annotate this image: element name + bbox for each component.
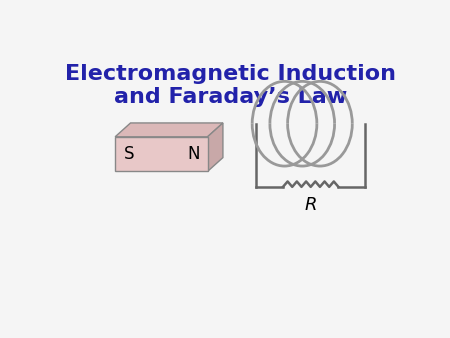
Polygon shape xyxy=(207,123,223,171)
Text: N: N xyxy=(187,145,200,163)
Text: and Faraday’s Law: and Faraday’s Law xyxy=(114,87,347,107)
Text: Electromagnetic Induction: Electromagnetic Induction xyxy=(65,64,396,84)
Text: R: R xyxy=(305,196,317,214)
Polygon shape xyxy=(115,123,223,137)
Bar xyxy=(115,137,207,171)
Text: S: S xyxy=(124,145,134,163)
